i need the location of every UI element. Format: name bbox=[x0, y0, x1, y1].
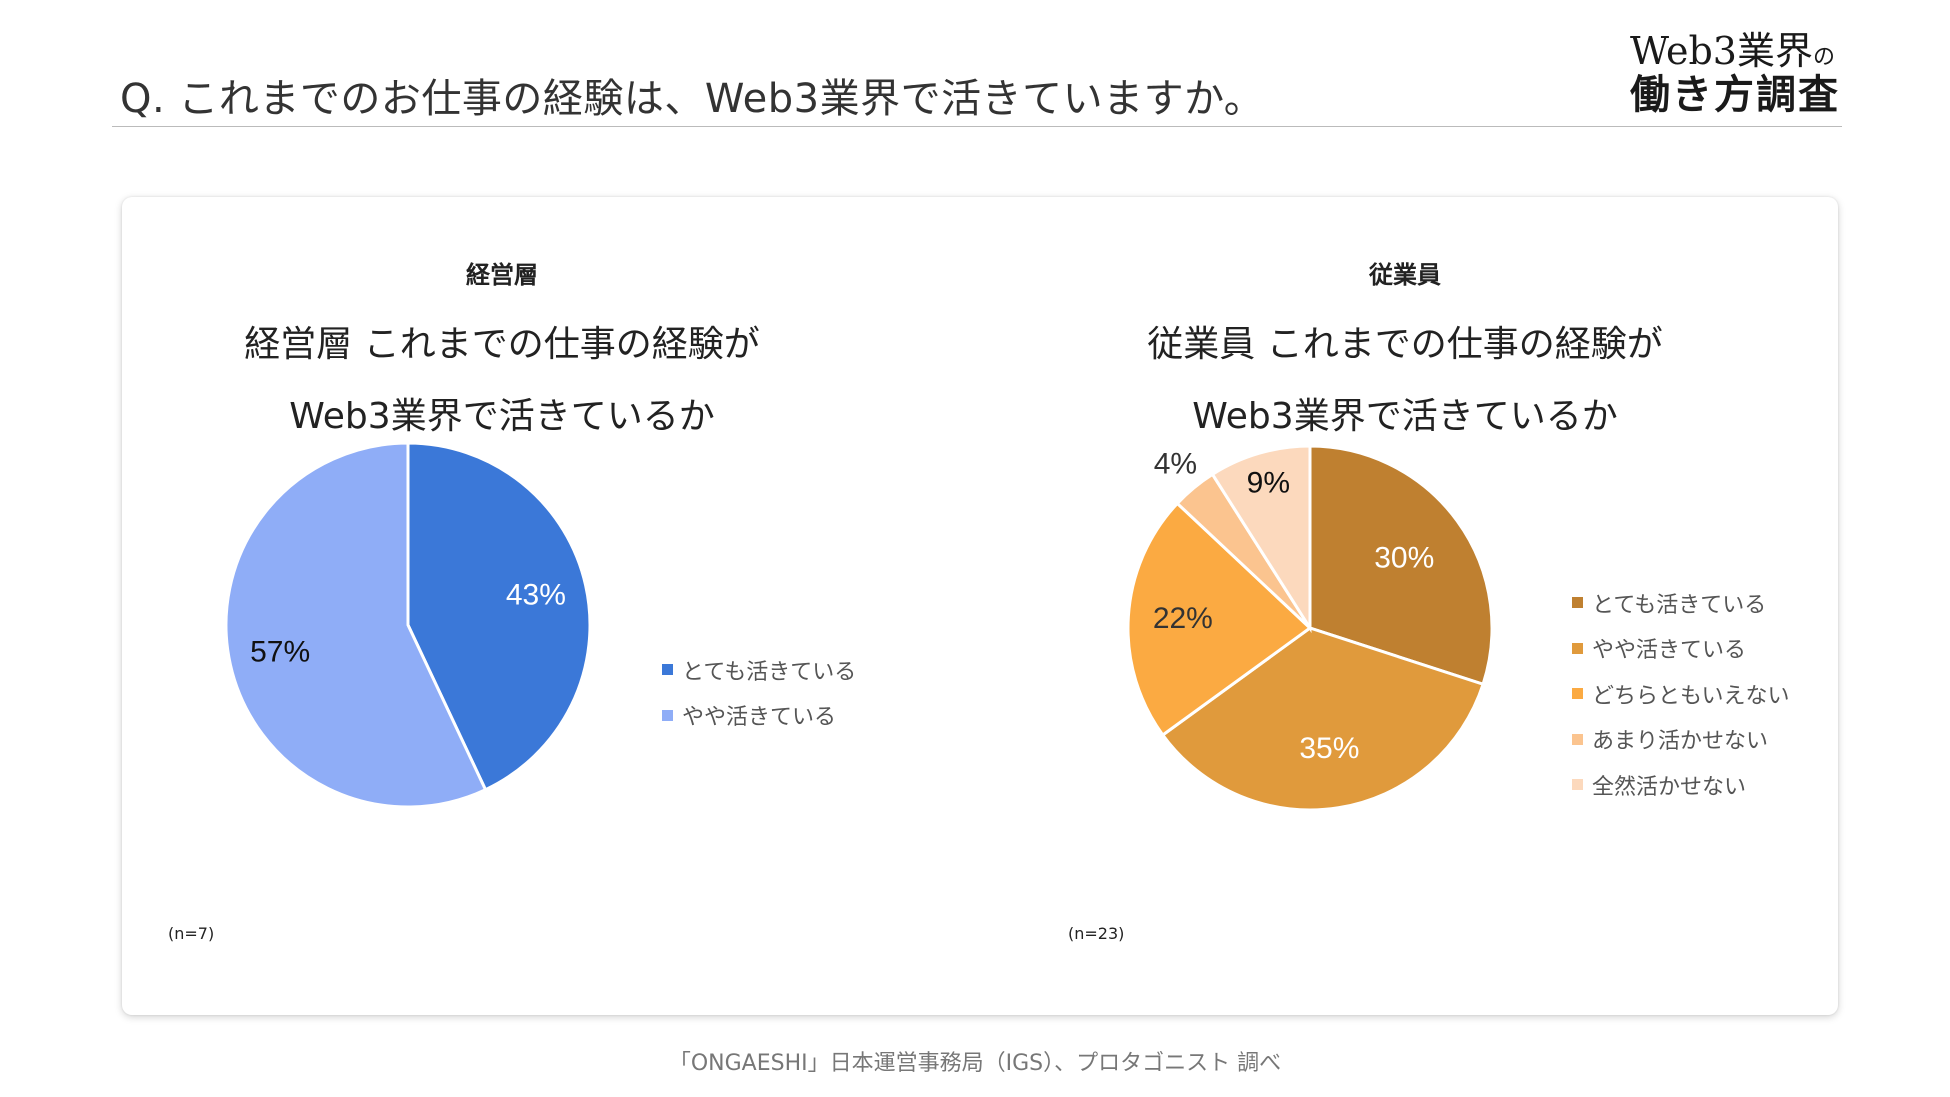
charts-card: 経営層 経営層 これまでの仕事の経験が Web3業界で活きているか 43% 57%… bbox=[122, 197, 1838, 1015]
source-footer: 「ONGAESHI」日本運営事務局（IGS）、プロタゴニスト 調べ bbox=[668, 1051, 1282, 1076]
left-panel-label: 経営層 bbox=[466, 261, 538, 289]
legend-item: あまり活かせない bbox=[1572, 717, 1790, 763]
pie-data-label: 30% bbox=[1374, 541, 1434, 574]
pie-data-label: 9% bbox=[1247, 467, 1290, 500]
legend-item: とても活きている bbox=[662, 647, 856, 693]
right-chart-title: 従業員 これまでの仕事の経験が Web3業界で活きているか bbox=[1025, 309, 1785, 453]
legend-swatch bbox=[1572, 733, 1583, 745]
pie-data-label: 22% bbox=[1153, 602, 1213, 635]
pie-data-label: 35% bbox=[1299, 732, 1359, 765]
left-legend: とても活きている やや活きている bbox=[662, 647, 856, 738]
right-legend: とても活きている やや活きているどちらともいえない あまり活かせない 全然活かせない bbox=[1572, 580, 1790, 808]
legend-item: 全然活かせない bbox=[1572, 762, 1790, 808]
right-panel-label: 従業員 bbox=[1369, 261, 1441, 289]
pie-slice bbox=[1160, 626, 1485, 812]
legend-swatch bbox=[1572, 597, 1583, 609]
pie-data-label: 4% bbox=[1154, 447, 1197, 480]
legend-swatch bbox=[1572, 779, 1583, 791]
pie-slice bbox=[406, 441, 592, 792]
right-chart-title-line2: Web3業界で活きているか bbox=[1192, 396, 1618, 437]
pie-data-label: 43% bbox=[506, 578, 566, 611]
legend-item: やや活きている bbox=[662, 693, 856, 739]
left-chart-title: 経営層 これまでの仕事の経験が Web3業界で活きているか bbox=[122, 309, 882, 453]
legend-label: 全然活かせない bbox=[1592, 774, 1747, 800]
legend-label: やや活きている bbox=[1592, 638, 1747, 664]
pie-data-label: 57% bbox=[250, 636, 310, 669]
legend-swatch bbox=[662, 709, 673, 721]
right-chart-title-line1: 従業員 これまでの仕事の経験が bbox=[1147, 324, 1663, 365]
pie-slice bbox=[1308, 444, 1494, 687]
legend-label: とても活きている bbox=[682, 659, 857, 685]
legend-label: あまり活かせない bbox=[1592, 729, 1769, 755]
pie-slice bbox=[1126, 501, 1313, 738]
pie-slice bbox=[1210, 444, 1312, 634]
legend-item: とても活きている bbox=[1572, 580, 1790, 626]
brand-line2: 働き方調査 bbox=[1630, 70, 1840, 118]
legend-item: やや活きている bbox=[1572, 626, 1790, 672]
legend-swatch bbox=[662, 664, 673, 676]
question-title: Q. これまでのお仕事の経験は、Web3業界で活きていますか。 bbox=[120, 76, 1265, 122]
header-divider bbox=[112, 126, 1842, 127]
legend-label: どちらともいえない bbox=[1592, 683, 1790, 709]
brand-line1: Web3業界 bbox=[1630, 29, 1813, 73]
brand-line1-particle: の bbox=[1812, 45, 1835, 70]
legend-item: どちらともいえない bbox=[1572, 671, 1790, 717]
left-pie-chart: 43% 57% bbox=[224, 441, 592, 809]
right-pie-chart: 30% 35% 22% 4% 9% bbox=[1126, 444, 1494, 812]
legend-swatch bbox=[1572, 642, 1583, 654]
left-chart-title-line1: 経営層 これまでの仕事の経験が bbox=[244, 324, 760, 365]
right-sample-size: (n=23) bbox=[1068, 924, 1125, 943]
legend-label: やや活きている bbox=[682, 705, 837, 731]
left-sample-size: (n=7) bbox=[168, 924, 215, 943]
pie-slice bbox=[224, 441, 488, 809]
brand-logo: Web3業界の 働き方調査 bbox=[1630, 30, 1840, 117]
left-chart-title-line2: Web3業界で活きているか bbox=[289, 396, 715, 437]
legend-label: とても活きている bbox=[1592, 592, 1767, 618]
legend-swatch bbox=[1572, 688, 1583, 700]
